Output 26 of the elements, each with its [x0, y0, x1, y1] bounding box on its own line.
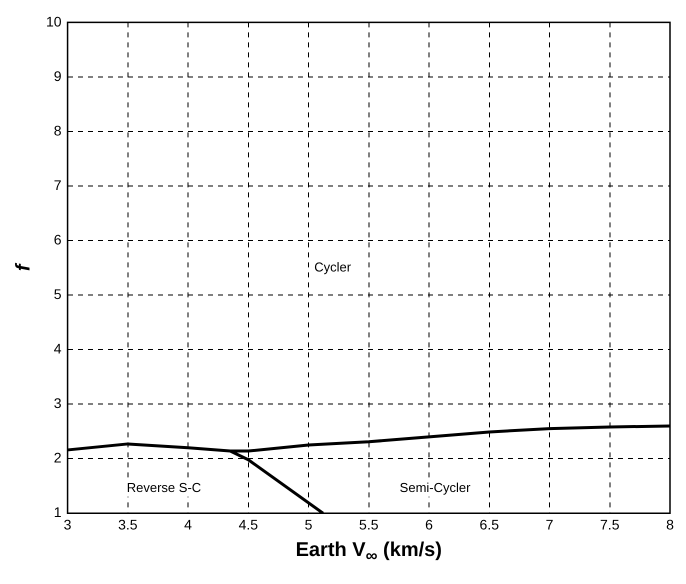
x-tick-label: 4.5: [238, 516, 258, 532]
y-tick-label: 2: [54, 450, 62, 466]
y-tick-label: 4: [54, 340, 62, 356]
y-tick-label: 3: [54, 394, 62, 411]
annotation: Semi-Cycler: [400, 480, 472, 496]
annotation: Cycler: [314, 259, 352, 274]
y-tick-label: 8: [54, 122, 62, 138]
x-axis-title: Earth V$_{∞}$ (km/s): [294, 539, 443, 566]
x-tick-label: 5: [304, 516, 313, 532]
y-tick-label: 9: [54, 68, 62, 84]
annotation: Reverse S-C: [126, 480, 202, 496]
x-tick-label: 6: [425, 516, 434, 532]
x-tick-label: 6.5: [480, 516, 500, 532]
y-tick-label: 7: [54, 176, 62, 193]
y-tick-label: 5: [54, 286, 62, 302]
x-tick-label: 7: [546, 516, 554, 532]
x-tick-label: 8: [666, 516, 674, 532]
y-tick-label: 6: [54, 231, 62, 248]
x-tick-label: 5.5: [359, 516, 379, 532]
x-tick-label: 4: [184, 516, 192, 532]
y-tick-label: 1: [54, 504, 62, 520]
x-tick-label: 3.5: [118, 516, 138, 532]
x-tick-label: 3: [64, 516, 72, 532]
x-tick-label: 7.5: [600, 516, 620, 532]
y-tick-label: 10: [46, 13, 62, 30]
y-axis-title: f: [12, 262, 35, 272]
